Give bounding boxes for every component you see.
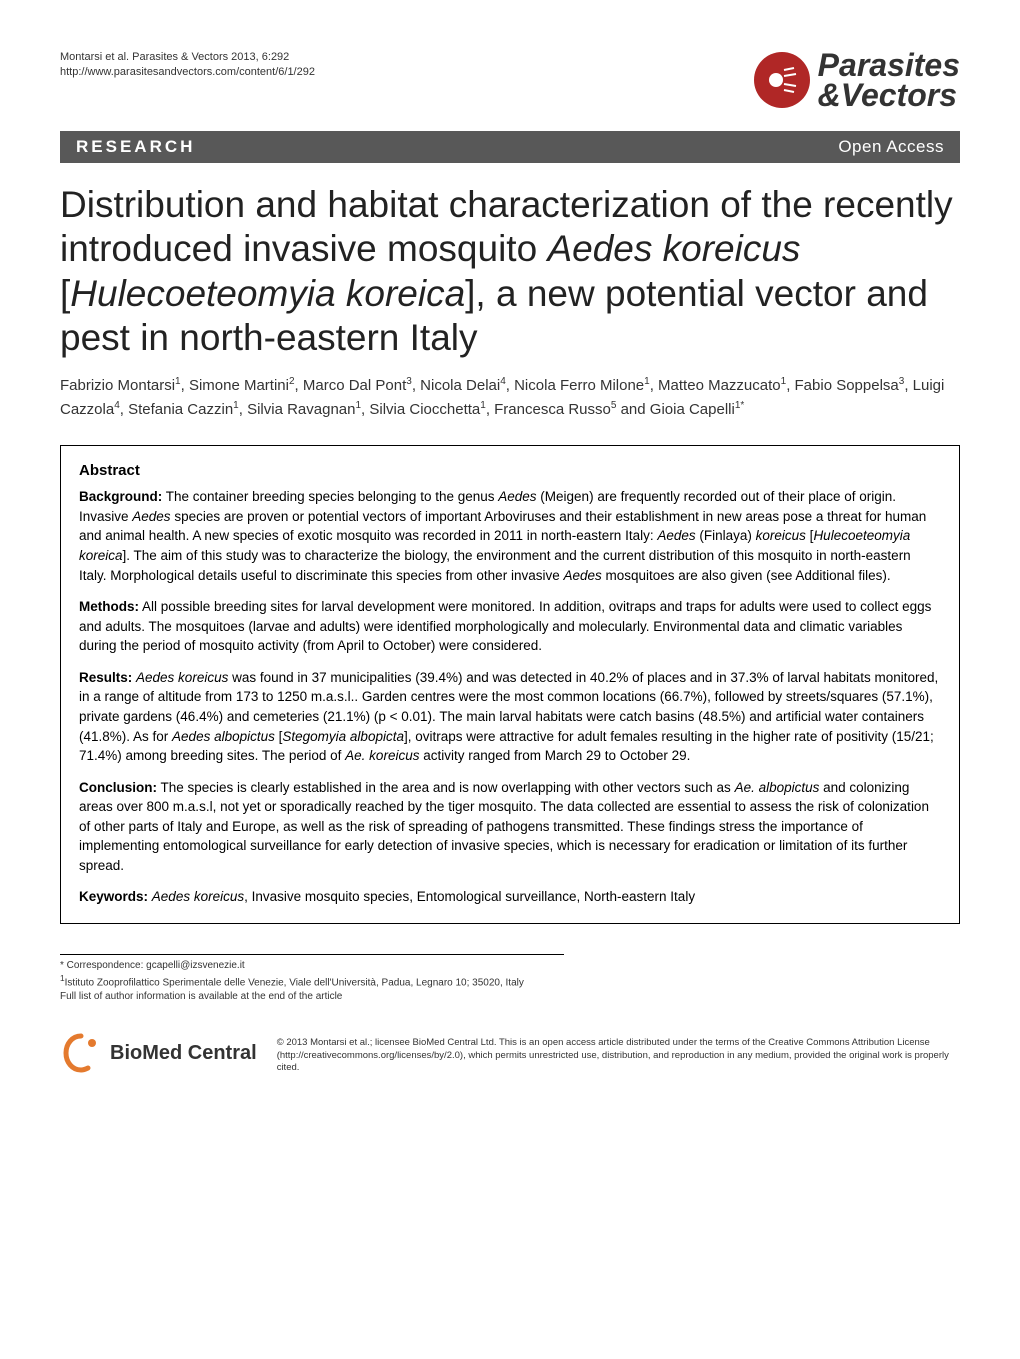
- journal-logo: Parasites &Vectors: [754, 50, 960, 111]
- abstract-box: Abstract Background: The container breed…: [60, 445, 960, 924]
- citation-url: http://www.parasitesandvectors.com/conte…: [60, 65, 315, 80]
- footer-row: BioMed Central © 2013 Montarsi et al.; l…: [60, 1032, 960, 1074]
- abstract-methods: Methods: All possible breeding sites for…: [79, 597, 941, 656]
- parasites-vectors-icon: [754, 52, 810, 108]
- open-access-label: Open Access: [838, 137, 944, 157]
- abstract-results: Results: Aedes koreicus was found in 37 …: [79, 668, 941, 766]
- journal-name: Parasites &Vectors: [818, 50, 960, 111]
- article-title: Distribution and habitat characterizatio…: [60, 183, 960, 361]
- correspondence-block: * Correspondence: gcapelli@izsvenezie.it…: [60, 954, 564, 1004]
- citation-block: Montarsi et al. Parasites & Vectors 2013…: [60, 50, 315, 81]
- authors-list: Fabrizio Montarsi1, Simone Martini2, Mar…: [60, 374, 960, 421]
- affiliation: 1Istituto Zooprofilattico Sperimentale d…: [60, 973, 564, 990]
- article-type: RESEARCH: [76, 137, 195, 157]
- article-type-bar: RESEARCH Open Access: [60, 131, 960, 163]
- license-text: © 2013 Montarsi et al.; licensee BioMed …: [277, 1037, 960, 1074]
- citation-line: Montarsi et al. Parasites & Vectors 2013…: [60, 50, 315, 65]
- abstract-keywords: Keywords: Aedes koreicus, Invasive mosqu…: [79, 887, 941, 907]
- full-author-list-note: Full list of author information is avail…: [60, 990, 564, 1004]
- correspondence: * Correspondence: gcapelli@izsvenezie.it: [60, 959, 564, 973]
- biomed-logo: BioMed Central: [60, 1032, 257, 1074]
- abstract-background: Background: The container breeding speci…: [79, 487, 941, 585]
- abstract-conclusion: Conclusion: The species is clearly estab…: [79, 778, 941, 876]
- biomed-icon: [60, 1032, 102, 1074]
- biomed-text: BioMed Central: [110, 1042, 257, 1065]
- abstract-heading: Abstract: [79, 462, 941, 479]
